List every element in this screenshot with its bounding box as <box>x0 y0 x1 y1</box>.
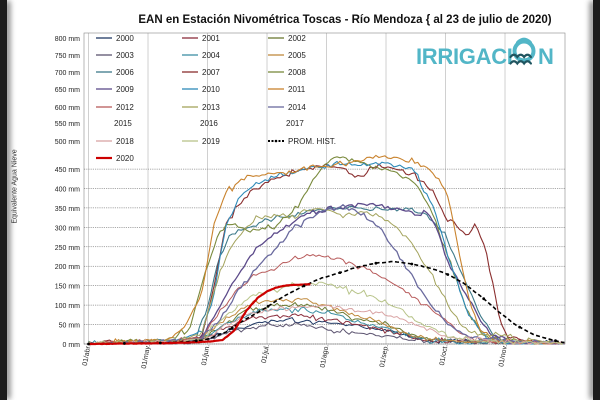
svg-text:250 mm: 250 mm <box>55 245 80 252</box>
svg-text:50 mm: 50 mm <box>59 323 81 330</box>
svg-text:2001: 2001 <box>202 34 220 43</box>
svg-text:600 mm: 600 mm <box>55 105 80 112</box>
svg-text:2004: 2004 <box>202 51 220 60</box>
svg-text:2019: 2019 <box>202 137 220 146</box>
svg-text:300 mm: 300 mm <box>55 225 80 232</box>
svg-text:700 mm: 700 mm <box>55 70 80 77</box>
svg-text:01/ago.: 01/ago. <box>320 344 331 368</box>
svg-text:N: N <box>538 44 554 69</box>
svg-text:2017: 2017 <box>286 119 304 128</box>
svg-text:650 mm: 650 mm <box>55 87 80 94</box>
svg-text:2018: 2018 <box>116 137 134 146</box>
svg-text:2013: 2013 <box>202 103 220 112</box>
svg-text:750 mm: 750 mm <box>55 53 80 60</box>
svg-text:01/abr.: 01/abr. <box>82 344 93 366</box>
svg-text:2020: 2020 <box>116 154 134 163</box>
svg-text:2002: 2002 <box>288 34 306 43</box>
svg-text:2010: 2010 <box>202 85 220 94</box>
svg-text:550 mm: 550 mm <box>55 121 80 128</box>
svg-text:IRRIGACI: IRRIGACI <box>416 44 513 69</box>
svg-text:01/nov.: 01/nov. <box>498 344 509 367</box>
svg-text:2015: 2015 <box>114 119 132 128</box>
svg-text:2005: 2005 <box>288 51 306 60</box>
svg-text:0 mm: 0 mm <box>63 342 81 349</box>
svg-text:2003: 2003 <box>116 51 134 60</box>
svg-text:2006: 2006 <box>116 68 134 77</box>
svg-text:2014: 2014 <box>288 103 306 112</box>
svg-text:2012: 2012 <box>116 103 134 112</box>
svg-text:400 mm: 400 mm <box>55 187 80 194</box>
svg-text:200 mm: 200 mm <box>55 264 80 271</box>
svg-text:01/may.: 01/may. <box>141 344 152 369</box>
svg-text:2008: 2008 <box>288 68 306 77</box>
svg-text:150 mm: 150 mm <box>55 284 80 291</box>
svg-text:2007: 2007 <box>202 68 220 77</box>
svg-text:01/jun.: 01/jun. <box>201 344 212 366</box>
svg-text:800 mm: 800 mm <box>55 36 80 43</box>
svg-text:01/oct.: 01/oct. <box>439 344 450 366</box>
svg-text:PROM. HIST.: PROM. HIST. <box>288 137 336 146</box>
svg-text:450 mm: 450 mm <box>55 167 80 174</box>
svg-text:500 mm: 500 mm <box>55 139 80 146</box>
svg-text:2011: 2011 <box>288 85 306 94</box>
svg-text:2000: 2000 <box>116 34 134 43</box>
svg-text:01/sep.: 01/sep. <box>379 344 390 368</box>
svg-text:100 mm: 100 mm <box>55 303 80 310</box>
svg-text:2016: 2016 <box>200 119 218 128</box>
svg-text:2009: 2009 <box>116 85 134 94</box>
svg-text:01/jul.: 01/jul. <box>261 344 271 364</box>
svg-text:350 mm: 350 mm <box>55 206 80 213</box>
